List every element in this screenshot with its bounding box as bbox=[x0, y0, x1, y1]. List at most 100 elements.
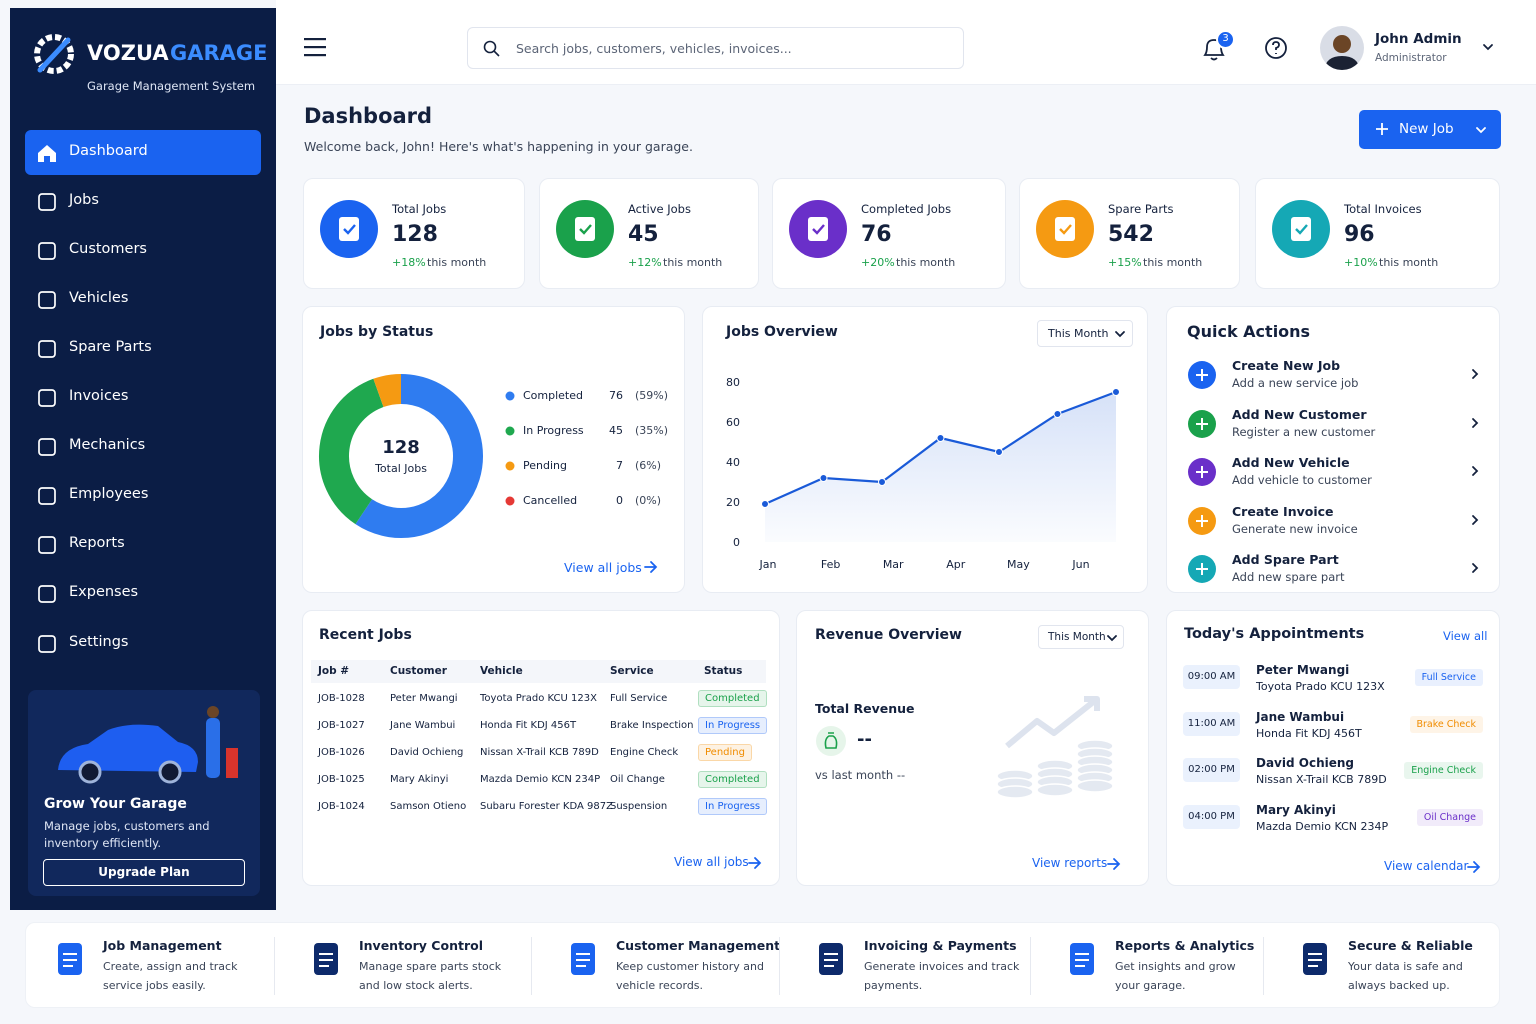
quick-action[interactable]: Add Spare Part Add new spare part bbox=[1177, 549, 1493, 591]
stat-value: 542 bbox=[1108, 222, 1154, 247]
view-all-link[interactable]: View all bbox=[1443, 629, 1488, 643]
legend-percent: (6%) bbox=[635, 459, 662, 472]
nav-icon bbox=[35, 435, 59, 459]
graphic bbox=[314, 943, 338, 975]
topbar: Search jobs, customers, vehicles, invoic… bbox=[276, 0, 1536, 85]
nav-icon bbox=[35, 190, 59, 214]
icon-glyph bbox=[38, 291, 56, 309]
view-calendar-link[interactable]: View calendar bbox=[1384, 859, 1469, 873]
appointments-card: Today's Appointments View all 09:00 AM Pete… bbox=[1166, 610, 1500, 886]
feature-glyph-lines bbox=[576, 953, 590, 967]
nav-item[interactable]: Spare Parts bbox=[25, 326, 261, 371]
legend-dot bbox=[505, 391, 515, 401]
legend-percent: (0%) bbox=[635, 494, 662, 507]
table-header bbox=[311, 660, 766, 683]
view-all-jobs-link[interactable]: View all jobs bbox=[564, 560, 642, 575]
feature-text: Generate invoices and track bbox=[864, 960, 1020, 973]
nav-item[interactable]: Settings bbox=[25, 621, 261, 666]
avatar bbox=[1320, 26, 1364, 70]
status-pill: Pending bbox=[698, 744, 752, 761]
quick-action-icon bbox=[1187, 409, 1217, 439]
line-point bbox=[995, 448, 1003, 456]
icon-glyph bbox=[38, 585, 56, 603]
quick-actions-card: Quick Actions Create New Job Add a new ser… bbox=[1166, 306, 1500, 593]
help-glyph bbox=[1272, 41, 1280, 54]
appointment-time: 09:00 AM bbox=[1187, 671, 1236, 682]
view-all-jobs-link[interactable]: View all jobs bbox=[674, 855, 749, 869]
stat-icon-check bbox=[343, 224, 356, 235]
nav-icon bbox=[35, 533, 59, 557]
stat-change: +10% bbox=[1344, 256, 1378, 269]
table-cell: JOB-1026 bbox=[318, 747, 365, 758]
graphic bbox=[38, 438, 56, 456]
page-title: Dashboard bbox=[304, 104, 433, 128]
graphic bbox=[644, 561, 658, 573]
y-tick-label: 0 bbox=[733, 536, 740, 549]
graphic bbox=[1472, 369, 1479, 379]
column-header: Service bbox=[610, 665, 654, 677]
toolbox bbox=[226, 748, 238, 778]
upgrade-button[interactable]: Upgrade Plan bbox=[43, 859, 245, 886]
legend-label: Pending bbox=[523, 459, 567, 472]
graphic bbox=[1203, 39, 1225, 61]
quick-action-glyph bbox=[1196, 369, 1208, 381]
nav-item[interactable]: Customers bbox=[25, 228, 261, 273]
icon-glyph bbox=[38, 242, 56, 260]
graphic bbox=[1115, 331, 1125, 338]
search-box[interactable]: Search jobs, customers, vehicles, invoic… bbox=[467, 27, 964, 69]
quick-action[interactable]: Add New Customer Register a new customer bbox=[1177, 404, 1493, 446]
nav-item[interactable]: Reports bbox=[25, 522, 261, 567]
money-icon bbox=[815, 725, 847, 757]
upgrade-label: Upgrade Plan bbox=[98, 865, 190, 879]
table-cell: Nissan X-Trail KCB 789D bbox=[480, 747, 599, 758]
notification-count: 3 bbox=[1222, 33, 1229, 44]
table-cell: Mazda Demio KCN 234P bbox=[480, 774, 601, 785]
nav-item[interactable]: Invoices bbox=[25, 375, 261, 420]
menu-button[interactable] bbox=[304, 38, 328, 58]
icon-glyph bbox=[38, 389, 56, 407]
money-glyph bbox=[824, 732, 838, 749]
stat-value: 45 bbox=[628, 222, 659, 247]
graphic bbox=[320, 200, 378, 258]
feature-title: Job Management bbox=[103, 938, 222, 953]
chevron-glyph bbox=[1107, 635, 1117, 642]
period-filter[interactable]: This Month bbox=[1038, 625, 1124, 649]
arrow-glyph bbox=[1107, 858, 1121, 870]
divider bbox=[531, 937, 532, 995]
graphic bbox=[1070, 943, 1094, 975]
graphic bbox=[1472, 417, 1479, 428]
view-reports-link[interactable]: View reports bbox=[1032, 856, 1108, 870]
service-pill: Oil Change bbox=[1416, 808, 1483, 826]
appointment-vehicle: Nissan X-Trail KCB 789D bbox=[1256, 773, 1387, 786]
nav-item[interactable]: Mechanics bbox=[25, 424, 261, 469]
chevron-glyph bbox=[1115, 331, 1125, 338]
x-tick-label: May bbox=[1007, 558, 1030, 571]
nav-item[interactable]: Expenses bbox=[25, 571, 261, 616]
user-menu[interactable]: John Admin Administrator bbox=[1318, 24, 1536, 72]
arrow-icon bbox=[1467, 860, 1481, 874]
notifications-button[interactable] bbox=[1201, 35, 1227, 63]
period-filter[interactable]: This Month bbox=[1037, 320, 1133, 347]
quick-action[interactable]: Create Invoice Generate new invoice bbox=[1177, 501, 1493, 543]
graphic bbox=[816, 726, 846, 756]
donut-center-value: 128 bbox=[382, 437, 420, 458]
search-placeholder: Search jobs, customers, vehicles, invoic… bbox=[516, 41, 792, 56]
quick-action[interactable]: Create New Job Add a new service job bbox=[1177, 355, 1493, 397]
quick-action[interactable]: Add New Vehicle Add vehicle to customer bbox=[1177, 452, 1493, 494]
quick-action-title: Create New Job bbox=[1232, 358, 1341, 373]
line-point bbox=[878, 478, 886, 486]
legend-percent: (35%) bbox=[635, 424, 669, 437]
card-title: Quick Actions bbox=[1187, 322, 1311, 341]
nav-item[interactable]: Vehicles bbox=[25, 277, 261, 322]
nav-item[interactable]: Dashboard bbox=[25, 130, 261, 175]
revenue-compare: vs last month -- bbox=[815, 768, 906, 782]
recent-jobs-card: Recent Jobs Job # Customer Vehicle Service St… bbox=[302, 610, 780, 886]
icon-glyph bbox=[38, 536, 56, 554]
nav-item[interactable]: Employees bbox=[25, 473, 261, 518]
help-button[interactable] bbox=[1264, 36, 1288, 60]
nav-item[interactable]: Jobs bbox=[25, 179, 261, 224]
table-cell: Samson Otieno bbox=[390, 801, 467, 812]
arrow-glyph bbox=[1467, 861, 1481, 873]
nav-label: Spare Parts bbox=[69, 339, 152, 355]
new-job-button[interactable]: New Job bbox=[1359, 110, 1501, 149]
